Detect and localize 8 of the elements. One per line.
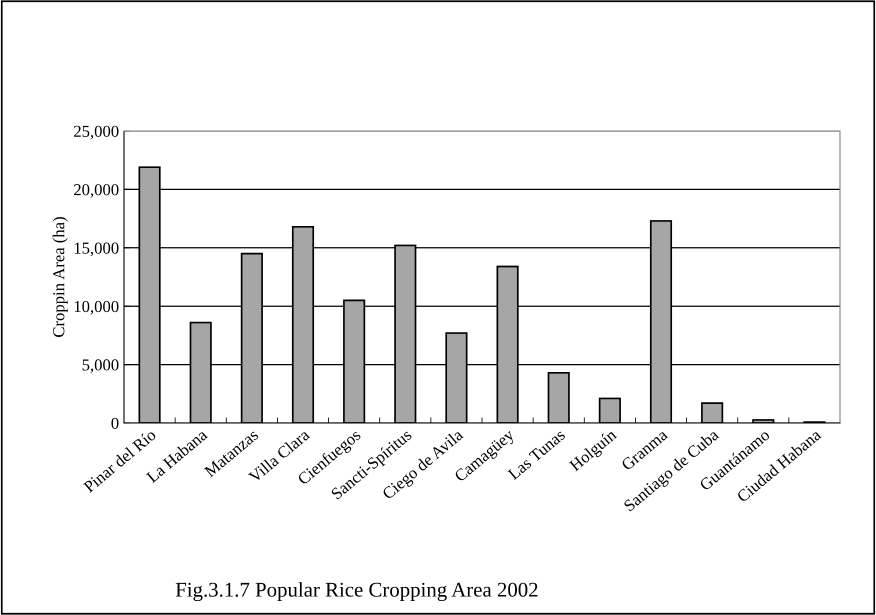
y-tick-label: 25,000: [74, 126, 119, 140]
y-tick-label: 0: [111, 418, 119, 429]
text: Fig.3.1.7 Popular Rice Cropping Area 2002: [176, 582, 538, 602]
y-tick-label: 10,000: [74, 300, 119, 315]
y-tick-label: 15,000: [74, 242, 119, 256]
y-tick-label: 20,000: [74, 184, 119, 198]
y-tick-label: 5,000: [82, 359, 119, 373]
y-axis-title: Croppin Area (ha): [52, 217, 68, 337]
